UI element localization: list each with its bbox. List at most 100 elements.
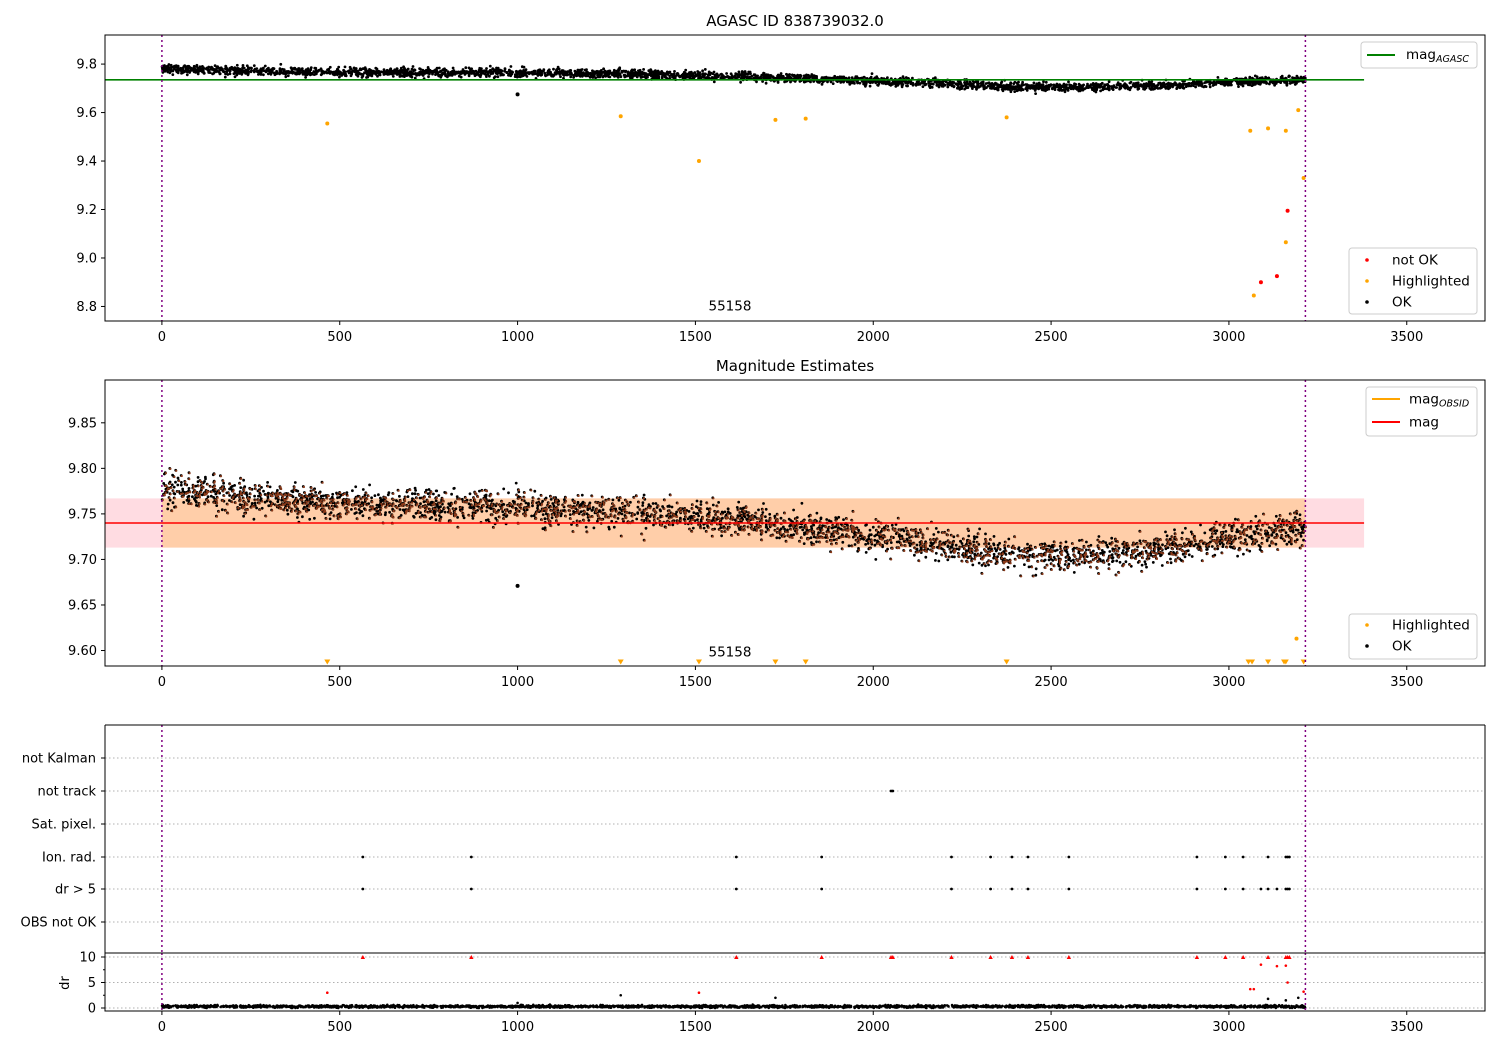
panel1-legend-marker-highlighted: [1365, 279, 1369, 283]
panel1-title: AGASC ID 838739032.0: [706, 12, 884, 30]
legend-text: mag: [1409, 415, 1439, 431]
panel3-flag-point: [1266, 855, 1270, 859]
panel4-xtick-label: 2000: [857, 1020, 890, 1035]
panel2-lower-limit-marker: [772, 659, 779, 665]
panel2-point-highlighted: [1294, 636, 1299, 641]
panel3-category-label: dr > 5: [55, 883, 96, 898]
panel1-point-highlighted: [325, 121, 330, 126]
panel4-ytick-label: 5: [88, 976, 96, 991]
panel1-legend-top: magAGASC: [1360, 41, 1478, 69]
panel2-legend-bottom: Highlighted OK: [1348, 613, 1478, 660]
panel1-xtick-label: 3500: [1390, 330, 1423, 345]
panel1-legend-marker-ok: [1365, 300, 1369, 304]
panel4-xtick-label: 1000: [501, 1020, 534, 1035]
panel4-point: [516, 1001, 519, 1005]
panel3-flag-point: [361, 855, 365, 859]
panel4-clipped-marker: [988, 955, 993, 959]
panel1-frame: [104, 34, 1486, 322]
panel4-frame: [104, 952, 1486, 1012]
panel1-legend-label-ok: OK: [1392, 295, 1413, 311]
panel1-point-not-ok: [1258, 280, 1263, 285]
panel4-point: [774, 996, 777, 1000]
panel4-ytick-label: 0: [88, 1002, 96, 1017]
panel1-xtick-label: 500: [327, 330, 352, 345]
panel2-lower-limit-marker: [1249, 659, 1256, 665]
panel4-point: [619, 993, 623, 997]
panel3-flag-point: [1195, 855, 1199, 859]
panel4-clipped-marker: [819, 955, 824, 959]
panel3-category-label: Ion. rad.: [42, 851, 96, 866]
panel3-flag-point: [1266, 887, 1270, 891]
panel3-category-label: not track: [37, 785, 96, 800]
panel1-point-highlighted: [1283, 240, 1288, 245]
panel2-point-ok: [515, 583, 520, 588]
panel4-point: [1284, 999, 1288, 1002]
panel2-ytick-label: 9.70: [68, 553, 97, 568]
panel2-legend-marker-ok: [1365, 644, 1369, 648]
panel1-legend-bottom: not OK Highlighted OK: [1348, 247, 1478, 315]
panel3-flag-point: [1067, 887, 1071, 891]
panel1-xtick-label: 0: [158, 330, 166, 345]
panel1-point-highlighted: [1296, 108, 1301, 113]
panel3-category-label: Sat. pixel.: [32, 818, 96, 833]
panel4-clipped-marker: [1066, 955, 1072, 959]
panel4-clipped-marker: [1025, 955, 1031, 959]
panel4-xtick-label: 3500: [1390, 1020, 1423, 1035]
panel2-lower-limit-marker: [324, 659, 331, 665]
panel3-flag-point: [820, 887, 824, 891]
panel1-annotation: 55158: [709, 298, 752, 314]
panel4-ylabel: dr: [58, 976, 73, 990]
panel1-legend-top-box: [1360, 41, 1478, 69]
panel3-flag-point: [1287, 887, 1291, 891]
panel3-flag-point: [469, 887, 473, 891]
panel2-lower-limit-marker: [1265, 659, 1272, 665]
panel4-point: [1266, 997, 1270, 1001]
panel4-clipped-marker: [1223, 955, 1228, 959]
legend-mag-subscript: AGASC: [1435, 54, 1469, 65]
panel2-xtick-label: 0: [158, 675, 166, 690]
panel4-point: [1275, 964, 1279, 968]
panel1-point-not-ok: [1274, 274, 1279, 279]
panel1-point-highlighted: [1251, 293, 1256, 298]
panel2-xtick-label: 3000: [1212, 675, 1245, 690]
panel2-ytick-label: 9.80: [68, 462, 97, 477]
legend-subscript: OBSID: [1439, 399, 1469, 410]
panel2-xtick-label: 2500: [1035, 675, 1068, 690]
panel1-legend-bottom-box: [1348, 247, 1478, 315]
panel4-xtick-label: 500: [327, 1020, 352, 1035]
panel4-point: [697, 991, 701, 994]
panel3-flag-point: [1241, 855, 1245, 859]
panel3-flag-point: [361, 887, 365, 891]
panel1-ytick-label: 8.8: [76, 300, 97, 315]
panel1-xtick-label: 2000: [857, 330, 890, 345]
panel2-lower-limit-marker: [695, 659, 702, 665]
panel1-point-highlighted: [696, 159, 701, 164]
panel1-xtick-label: 1500: [679, 330, 712, 345]
panel2-lower-limit-marker: [617, 659, 624, 665]
panel1-point-not-ok: [1285, 208, 1290, 213]
panel3-flag-point: [1259, 887, 1263, 891]
panel1-legend-marker-not-ok: [1365, 258, 1369, 262]
panel3-flag-point: [734, 887, 738, 891]
panel3-flag-point: [891, 789, 895, 793]
panel3-flag-point: [1026, 855, 1030, 859]
panel4-xtick-label: 0: [158, 1020, 166, 1035]
panel4-clipped-marker: [360, 955, 366, 959]
panel4-point: [1302, 990, 1305, 993]
panel4-clipped-marker: [734, 955, 739, 959]
panel2-xtick-label: 2000: [857, 675, 890, 690]
panel4-clipped-marker: [1265, 955, 1271, 959]
panel3-flag-point: [1010, 855, 1014, 859]
panel2-title: Magnitude Estimates: [716, 357, 874, 375]
legend-text: mag: [1409, 392, 1439, 408]
panel1-ytick-label: 9.0: [76, 251, 97, 266]
panel2-legend-bottom-box: [1348, 613, 1478, 660]
panel3-flag-point: [1241, 887, 1245, 891]
panel3-flag-point: [1010, 887, 1014, 891]
panel2-legend-label-0: magOBSID: [1409, 392, 1469, 410]
panel4-point: [1296, 996, 1300, 1000]
panel3-flag-point: [989, 887, 993, 891]
panel2-ytick-label: 9.75: [68, 507, 97, 522]
panel3-flag-point: [1275, 887, 1279, 891]
